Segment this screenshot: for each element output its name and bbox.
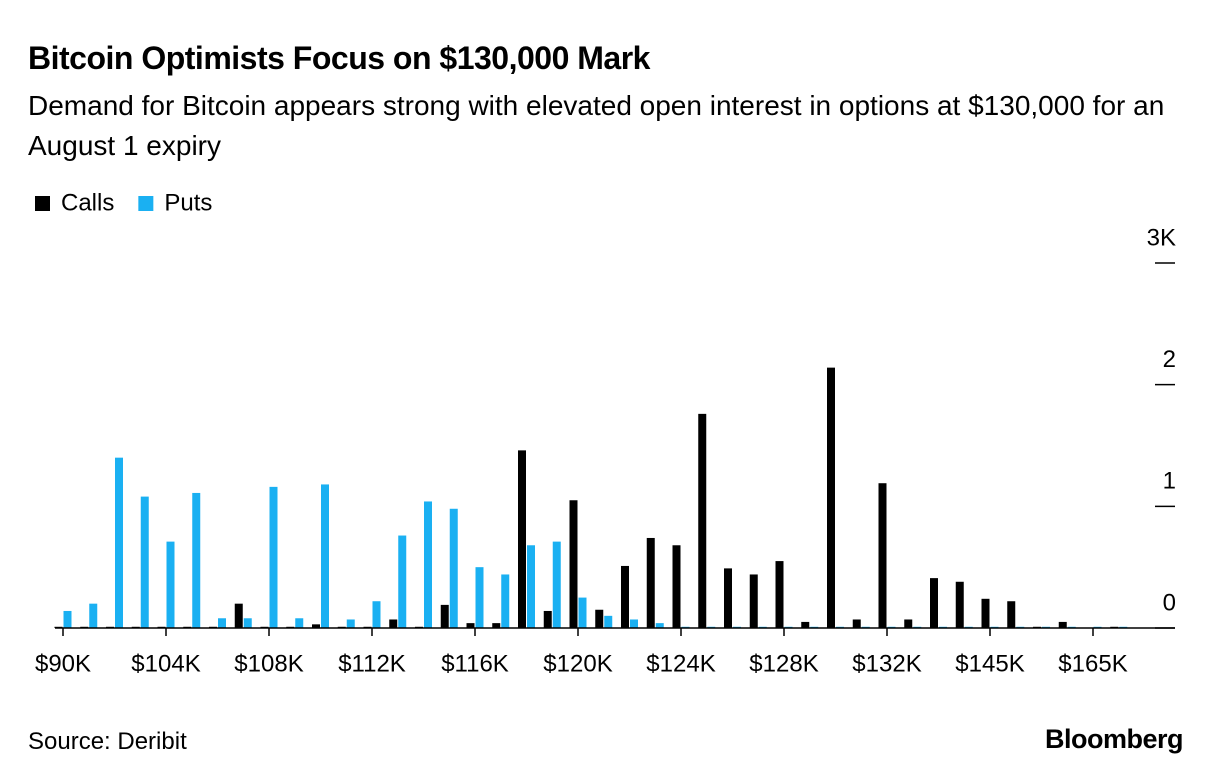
bar xyxy=(646,537,655,628)
x-tick-label: $124K xyxy=(646,650,715,677)
bar xyxy=(698,413,707,628)
bar xyxy=(269,486,278,628)
bar xyxy=(321,484,329,628)
bar xyxy=(115,457,123,628)
bar xyxy=(621,565,629,628)
bar xyxy=(655,623,664,628)
bar xyxy=(440,604,449,628)
bar xyxy=(234,603,243,628)
x-tick-label: $112K xyxy=(338,650,406,677)
bar xyxy=(346,619,355,628)
bar xyxy=(89,603,98,628)
bar xyxy=(630,619,638,628)
bar xyxy=(569,500,578,628)
x-tick-label: $104K xyxy=(131,650,200,677)
legend-swatch xyxy=(35,196,50,211)
brand: Bloomberg xyxy=(1044,724,1184,754)
bar xyxy=(981,598,990,628)
bar xyxy=(312,624,320,628)
bar xyxy=(192,492,201,628)
x-tick-label: $165K xyxy=(1058,650,1127,677)
x-tick-label: $90K xyxy=(35,650,91,677)
bar xyxy=(140,496,149,628)
bar xyxy=(1058,621,1067,628)
bar xyxy=(578,597,587,628)
bar xyxy=(518,450,526,628)
bar xyxy=(475,567,484,628)
bar xyxy=(449,508,458,628)
y-tick-label: 2 xyxy=(1163,346,1176,373)
chart-title: Bitcoin Optimists Focus on $130,000 Mark xyxy=(28,40,650,76)
bar xyxy=(63,610,72,628)
y-tick-label: 1 xyxy=(1163,468,1176,495)
bar xyxy=(552,541,561,628)
bar xyxy=(801,621,810,628)
bar xyxy=(827,367,835,628)
bar xyxy=(775,561,784,628)
bar xyxy=(527,545,535,628)
bar xyxy=(604,615,613,628)
bar xyxy=(466,623,475,628)
bar xyxy=(878,483,887,628)
bar xyxy=(218,618,226,628)
x-tick-label: $116K xyxy=(441,650,509,677)
bar xyxy=(595,609,604,628)
chart-subtitle: Demand for Bitcoin appears strong with e… xyxy=(28,90,1165,161)
bar xyxy=(389,619,398,628)
bar xyxy=(852,619,861,628)
x-tick-label: $145K xyxy=(955,650,1024,677)
bar xyxy=(295,618,304,628)
y-tick-label: 3K xyxy=(1147,224,1176,251)
x-tick-label: $132K xyxy=(852,650,921,677)
bar xyxy=(424,501,432,628)
bar xyxy=(1007,601,1016,628)
bar xyxy=(501,574,510,628)
bar xyxy=(724,568,732,628)
bar xyxy=(243,618,252,628)
bar xyxy=(398,535,407,628)
x-tick-label: $108K xyxy=(234,650,303,677)
source: Source: Deribit xyxy=(28,728,187,755)
y-tick-label: 0 xyxy=(1163,589,1176,616)
bar xyxy=(749,574,758,628)
bar xyxy=(930,578,938,628)
bar xyxy=(672,545,681,628)
bar xyxy=(166,541,175,628)
bar xyxy=(955,581,964,628)
bar xyxy=(372,601,381,628)
bar xyxy=(492,623,501,628)
x-tick-label: $128K xyxy=(749,650,818,677)
legend-swatch xyxy=(138,196,154,211)
legend-label: Calls xyxy=(61,189,114,216)
bar xyxy=(904,619,913,628)
legend-label: Puts xyxy=(164,189,212,216)
x-tick-label: $120K xyxy=(543,650,612,677)
bar xyxy=(543,610,552,628)
